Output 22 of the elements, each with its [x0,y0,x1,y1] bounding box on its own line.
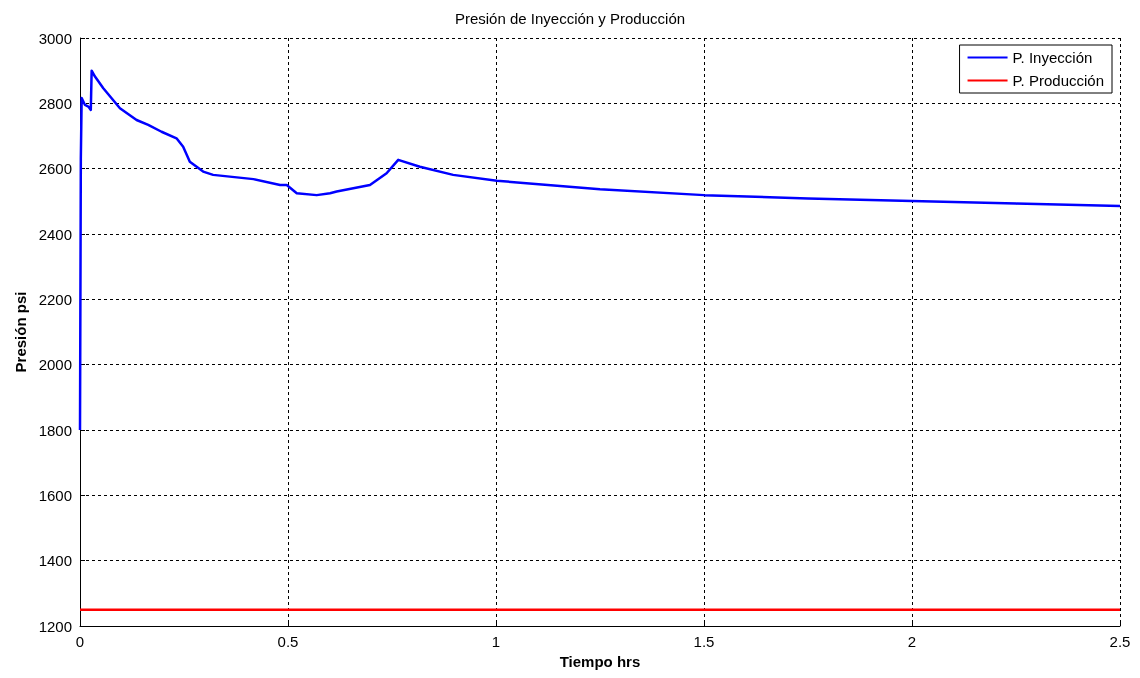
x-tick-label: 0 [75,633,85,650]
y-tick-label: 2400 [38,225,72,243]
x-tick-label: 2 [907,633,917,650]
line-series [78,69,1122,432]
y-tick-label: 1800 [38,421,72,439]
x-tick-label: 1.5 [693,633,715,650]
y-tick-label: 2600 [38,160,72,178]
y-axis-title: Presión psi [11,291,29,373]
x-axis-title: Tiempo hrs [559,653,641,670]
y-tick-label: 1600 [38,486,72,504]
y-tick-label: 2000 [38,356,72,374]
x-tick-label: 1 [491,633,501,650]
legend-label: P. Producción [1012,72,1104,89]
legend-label: P. Inyección [1012,49,1093,66]
x-tick-label: 0.5 [277,633,299,650]
y-tick-label: 1400 [38,552,72,570]
y-tick-label: 2800 [38,94,72,112]
chart-title: Presión de Inyección y Producción [454,10,686,27]
y-tick-label: 2200 [38,290,72,308]
y-tick-label: 3000 [38,29,72,47]
x-tick-label: 2.5 [1109,633,1131,650]
y-tick-label: 1200 [38,617,72,635]
